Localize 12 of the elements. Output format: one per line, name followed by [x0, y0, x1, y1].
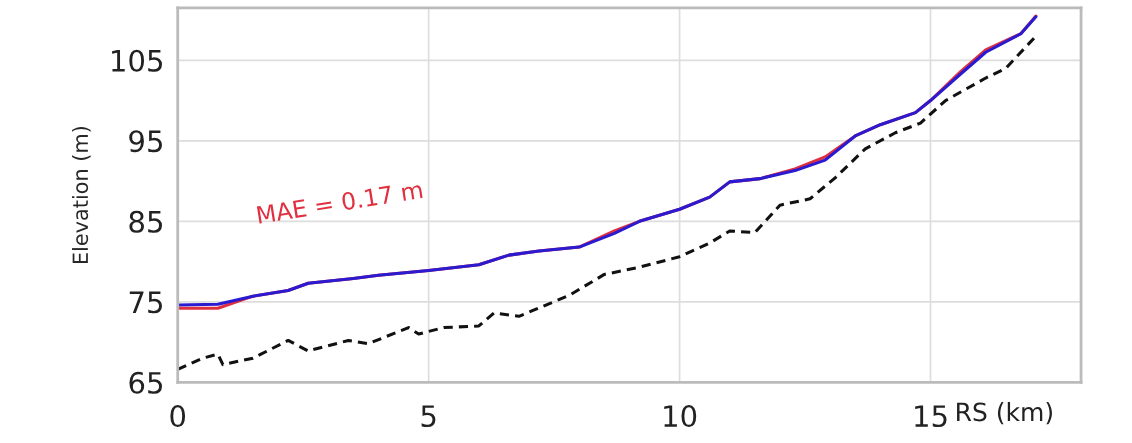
x-tick-label: 15	[915, 405, 947, 428]
y-tick-label: 105	[112, 49, 162, 72]
x-tick-label: 0	[170, 405, 186, 428]
annotation: MAE = 0.17 m	[256, 180, 423, 224]
y-axis-title: Elevation (m)	[72, 126, 91, 264]
y-tick-label: 85	[129, 210, 162, 233]
y-tick-label: 95	[129, 130, 162, 153]
x-tick-label: 10	[664, 405, 697, 428]
y-tick-label: 65	[129, 371, 162, 394]
x-axis-title: RS (km)	[957, 402, 1052, 425]
x-tick-label: 5	[421, 405, 436, 428]
y-tick-label: 75	[129, 291, 162, 314]
